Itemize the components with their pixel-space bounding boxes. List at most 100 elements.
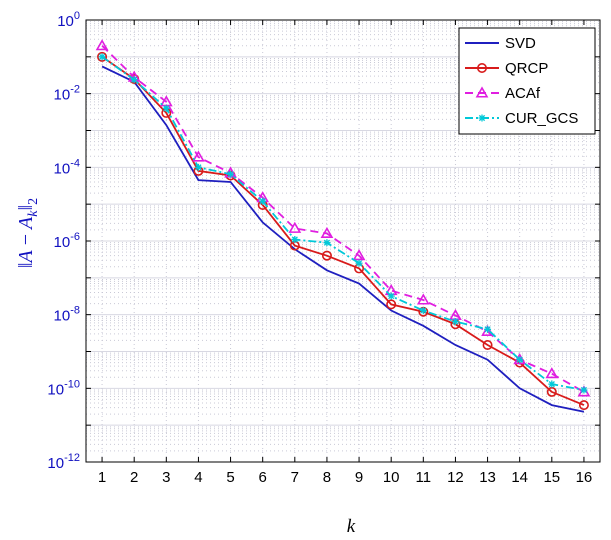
data-point-qrcp: [578, 400, 589, 411]
y-axis-label-ak: A: [15, 216, 37, 231]
y-axis-label: ‖A − Ak‖2: [15, 198, 41, 268]
x-tick-label: 13: [479, 469, 496, 486]
data-point-cur-gcs: [387, 292, 395, 300]
y-tick-label-base: 10: [47, 381, 64, 398]
y-axis-label-a: A: [15, 249, 37, 264]
data-point-acaf: [545, 367, 559, 379]
data-point-cur-gcs: [291, 235, 299, 243]
series-line-qrcp: [101, 56, 585, 406]
plot-series: [95, 39, 591, 413]
axis-ticks: [86, 19, 600, 463]
series-cur-gcs: [98, 53, 588, 394]
data-point-cur-gcs: [548, 380, 556, 388]
legend-item-qrcp: QRCP: [465, 60, 548, 77]
data-point-acaf: [288, 221, 302, 233]
data-point-qrcp: [482, 340, 493, 351]
data-point-cur-gcs: [355, 259, 363, 267]
data-point-cur-gcs: [580, 386, 588, 394]
y-tick-label-exponent: -2: [70, 84, 80, 96]
y-axis-label-sub-k: k: [26, 210, 41, 217]
y-tick-label: 10-2: [54, 84, 80, 104]
series-qrcp: [97, 51, 589, 411]
y-tick-label-base: 10: [47, 455, 64, 472]
series-svd: [101, 65, 585, 413]
data-point-acaf: [320, 226, 334, 239]
y-tick-label-exponent: -10: [64, 378, 80, 390]
y-tick-label-base: 10: [57, 13, 74, 30]
x-tick-label: 10: [383, 469, 400, 486]
y-tick-label: 10-6: [54, 231, 80, 251]
y-tick-label-exponent: -12: [64, 452, 80, 464]
x-tick-label: 16: [576, 469, 593, 486]
legend-label: SVD: [505, 35, 536, 52]
series-line-acaf: [101, 45, 585, 393]
y-tick-label: 10-8: [54, 305, 80, 325]
y-tick-label-exponent: -6: [70, 231, 80, 243]
data-point-cur-gcs: [259, 197, 267, 205]
series-line-svd: [101, 65, 585, 413]
y-tick-label-exponent: 0: [74, 10, 80, 22]
y-tick-label: 10-4: [54, 157, 80, 177]
legend-label: QRCP: [505, 60, 548, 77]
y-tick-label: 10-12: [47, 452, 80, 472]
legend-label: CUR_GCS: [505, 110, 578, 127]
y-tick-label-base: 10: [54, 234, 71, 251]
data-point-cur-gcs: [130, 76, 138, 84]
y-tick-label: 10-10: [47, 378, 80, 398]
data-point-qrcp: [386, 299, 397, 310]
data-point-acaf: [577, 385, 591, 397]
y-axis-label-open: ‖: [15, 262, 37, 268]
data-point-cur-gcs: [227, 170, 235, 178]
y-tick-label-base: 10: [54, 160, 71, 177]
data-point-cur-gcs: [323, 239, 331, 247]
data-point-cur-gcs: [451, 318, 459, 326]
data-point-acaf: [192, 150, 205, 162]
data-point-acaf: [416, 293, 430, 305]
y-tick-label: 100: [57, 10, 80, 30]
legend: SVD QRCP ACAf CUR_GCS: [458, 27, 596, 135]
x-tick-label: 4: [194, 469, 202, 486]
y-axis-label-minus: −: [15, 229, 37, 250]
data-point-cur-gcs: [194, 163, 202, 171]
x-tick-label: 3: [162, 469, 170, 486]
data-point-acaf: [95, 39, 109, 51]
series-line-cur-gcs: [101, 56, 585, 391]
data-point-acaf: [352, 249, 366, 261]
data-point-acaf: [481, 324, 494, 337]
x-tick-label: 5: [226, 469, 234, 486]
data-point-qrcp: [546, 386, 557, 397]
data-point-qrcp: [97, 51, 108, 62]
svg-text:‖A − Ak‖2: ‖A − Ak‖2: [15, 198, 41, 268]
legend-item-acaf: ACAf: [465, 85, 541, 102]
legend-marker: [478, 114, 486, 122]
y-tick-label-exponent: -4: [70, 157, 80, 169]
x-tick-label: 15: [543, 469, 560, 486]
x-tick-label: 14: [511, 469, 528, 486]
x-tick-label: 1: [98, 469, 106, 486]
data-point-qrcp: [321, 250, 332, 261]
y-axis-label-sub-2: 2: [26, 198, 41, 205]
x-tick-labels: 1 2 3 4 5 6 7 8 9 10 11 12 13 14 15 16: [98, 469, 592, 486]
y-tick-label-base: 10: [54, 87, 71, 104]
data-point-cur-gcs: [516, 356, 524, 364]
x-tick-label: 11: [416, 469, 432, 486]
x-tick-label: 6: [259, 469, 267, 486]
x-tick-label: 2: [130, 469, 138, 486]
x-tick-label: 7: [291, 469, 299, 486]
data-point-cur-gcs: [484, 325, 492, 333]
legend-marker: [476, 62, 487, 73]
x-tick-label: 9: [355, 469, 363, 486]
legend-marker: [475, 86, 489, 98]
y-axis-label-close: ‖: [15, 205, 37, 211]
data-point-cur-gcs: [162, 104, 170, 112]
data-point-cur-gcs: [419, 306, 427, 314]
legend-label: ACAf: [505, 85, 541, 102]
legend-item-svd: SVD: [465, 35, 536, 52]
x-tick-label: 12: [447, 469, 464, 486]
x-tick-label: 8: [323, 469, 331, 486]
y-tick-label-base: 10: [54, 308, 71, 325]
data-point-cur-gcs: [98, 53, 106, 61]
x-axis-label: k: [347, 516, 356, 537]
